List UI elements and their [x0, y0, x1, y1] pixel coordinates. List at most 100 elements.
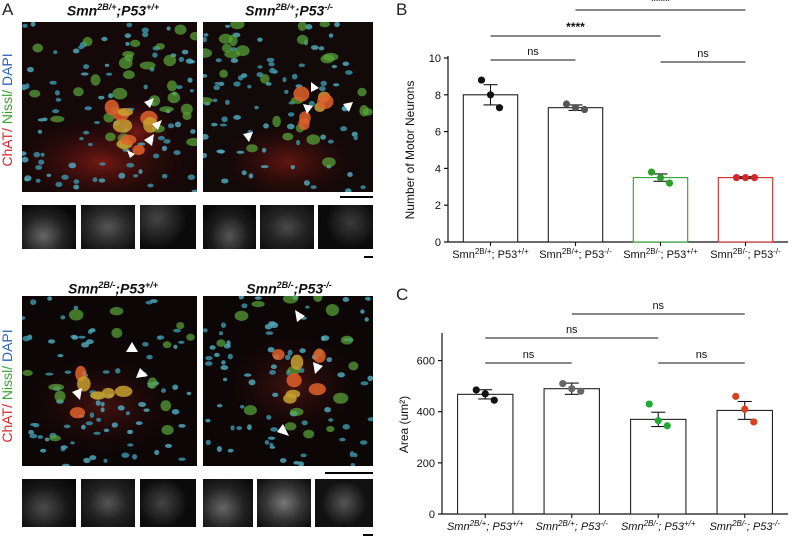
data-point — [568, 385, 576, 393]
dapi-nucleus — [60, 315, 66, 320]
dapi-nucleus — [38, 159, 45, 165]
dapi-nucleus — [219, 123, 227, 127]
dapi-nucleus — [342, 297, 350, 302]
nissl-cell — [167, 92, 181, 104]
dapi-nucleus — [138, 402, 147, 407]
nissl-cell — [90, 74, 101, 86]
dapi-nucleus — [261, 147, 267, 153]
dapi-nucleus — [173, 328, 181, 333]
dapi-nucleus — [55, 97, 62, 102]
nissl-cell — [234, 310, 249, 321]
data-point — [495, 104, 504, 112]
dapi-nucleus — [221, 360, 226, 365]
dapi-nucleus — [33, 151, 41, 158]
dapi-nucleus — [227, 448, 234, 453]
dapi-nucleus — [22, 151, 27, 156]
significance-label: ns — [566, 324, 578, 336]
dapi-nucleus — [205, 439, 211, 445]
y-axis-label: Area (um²) — [397, 396, 411, 453]
motor-neuron — [143, 117, 158, 133]
y-tick-label: 2 — [435, 200, 441, 212]
nissl-cell — [48, 383, 65, 391]
nissl-cell — [167, 80, 177, 92]
dapi-nucleus — [296, 139, 301, 146]
thumbnail-chat-a2 — [203, 205, 256, 249]
arrowhead-icon — [152, 120, 162, 130]
nissl-cell — [303, 429, 315, 439]
dapi-nucleus — [85, 421, 93, 426]
nissl-cell — [103, 112, 115, 123]
y-tick-label: 6 — [435, 127, 441, 139]
data-point — [654, 417, 662, 425]
dapi-nucleus — [22, 156, 29, 163]
dapi-nucleus — [45, 372, 54, 376]
thumbnail-dapi-a1 — [140, 205, 196, 249]
dapi-nucleus — [214, 352, 220, 357]
dapi-nucleus — [187, 77, 193, 83]
dapi-nucleus — [216, 149, 224, 154]
dapi-nucleus — [70, 441, 75, 445]
dapi-nucleus — [328, 418, 334, 422]
thumbnail-chat-a1 — [22, 205, 76, 249]
dapi-nucleus — [73, 305, 79, 310]
nissl-cell — [363, 108, 373, 116]
motor-neuron — [317, 94, 334, 109]
dapi-nucleus — [218, 331, 224, 336]
dapi-nucleus — [104, 63, 110, 67]
thumbnail-chat-a3 — [22, 479, 76, 527]
dapi-nucleus — [268, 62, 275, 67]
data-point — [750, 174, 759, 182]
dapi-nucleus — [319, 86, 326, 92]
dapi-nucleus — [137, 142, 146, 146]
genotype-header-a4: Smn2B/-;P53-/- — [204, 280, 374, 297]
dapi-nucleus — [225, 99, 230, 105]
dapi-nucleus — [125, 41, 130, 46]
genotype-text: ;P53 — [293, 280, 324, 297]
nissl-cell — [189, 31, 197, 41]
nissl-text: Nissl/ — [0, 365, 15, 405]
dapi-nucleus — [342, 424, 350, 430]
dapi-nucleus — [87, 142, 93, 147]
data-point — [656, 174, 665, 182]
dapi-nucleus — [345, 70, 353, 75]
nissl-cell — [180, 103, 193, 115]
genotype-sup: 2B/- — [98, 280, 116, 290]
dapi-nucleus — [347, 172, 353, 177]
dapi-nucleus — [52, 109, 60, 114]
significance-label: **** — [651, 0, 670, 8]
dapi-nucleus — [181, 49, 189, 55]
dapi-nucleus — [35, 178, 41, 183]
data-point — [741, 405, 749, 413]
nissl-cell — [159, 106, 174, 113]
dapi-nucleus — [205, 356, 213, 361]
dapi-nucleus — [190, 129, 196, 134]
dapi-nucleus — [83, 457, 91, 464]
nissl-cell — [313, 296, 323, 302]
dapi-nucleus — [216, 404, 223, 408]
significance-label: ns — [523, 349, 535, 361]
dapi-text: DAPI — [0, 329, 15, 366]
dapi-nucleus — [127, 443, 134, 447]
dapi-nucleus — [30, 22, 36, 27]
nissl-cell — [22, 369, 33, 376]
dapi-nucleus — [345, 188, 352, 192]
nissl-cell — [112, 87, 128, 100]
dapi-nucleus — [236, 150, 245, 154]
chart-b-motor-neurons: 0 2 4 6 8 10 Number of Motor Neurons Smn2B/+; P… — [403, 0, 788, 261]
dapi-nucleus — [89, 455, 97, 461]
motor-neuron — [114, 385, 133, 397]
arrowhead-icon — [313, 362, 323, 374]
dapi-nucleus — [230, 47, 238, 52]
dapi-nucleus — [37, 435, 43, 439]
dapi-nucleus — [178, 457, 186, 461]
bar — [462, 94, 519, 243]
dapi-nucleus — [247, 424, 252, 431]
dapi-nucleus — [269, 442, 274, 447]
dapi-nucleus — [209, 345, 216, 350]
dapi-nucleus — [102, 370, 110, 374]
genotype-text: ;P53 — [115, 280, 145, 297]
dapi-nucleus — [233, 115, 241, 120]
dapi-nucleus — [331, 64, 338, 69]
dapi-nucleus — [166, 26, 171, 31]
dapi-nucleus — [303, 180, 310, 186]
